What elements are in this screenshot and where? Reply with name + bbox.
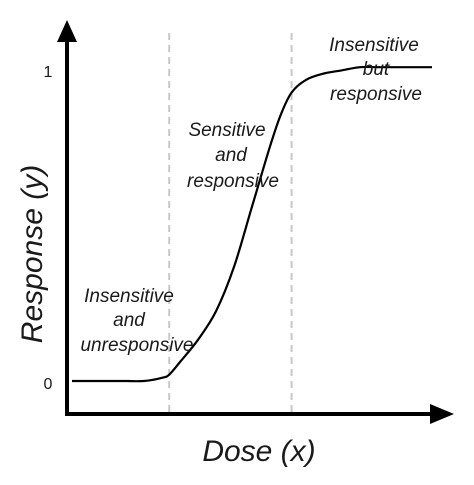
annotation-line: and xyxy=(215,145,248,166)
y-tick-label-0: 0 xyxy=(44,376,53,393)
annotation-insensitive-unresponsive: Insensitive and unresponsive xyxy=(80,286,193,356)
x-axis-label: Dose (x) xyxy=(202,435,315,468)
regime-boundaries xyxy=(168,33,293,412)
annotation-line: responsive xyxy=(330,84,422,105)
annotation-line: unresponsive xyxy=(80,335,193,356)
y-axis-label: Response (y) xyxy=(16,165,49,343)
y-tick-label-1: 1 xyxy=(44,64,53,81)
x-axis-arrowhead xyxy=(430,404,454,424)
response-curve xyxy=(72,65,432,383)
annotation-line: but xyxy=(363,59,390,80)
annotation-insensitive-responsive: Insensitive but responsive xyxy=(329,35,422,105)
annotation-line: Insensitive xyxy=(84,286,174,307)
annotation-line: responsive xyxy=(187,171,279,192)
annotation-line: Sensitive xyxy=(188,120,265,141)
annotation-line: Insensitive xyxy=(329,35,419,56)
y-axis-arrowhead xyxy=(57,20,77,42)
annotation-sensitive-responsive: Sensitive and responsive xyxy=(187,120,279,192)
annotation-line: and xyxy=(113,310,146,331)
